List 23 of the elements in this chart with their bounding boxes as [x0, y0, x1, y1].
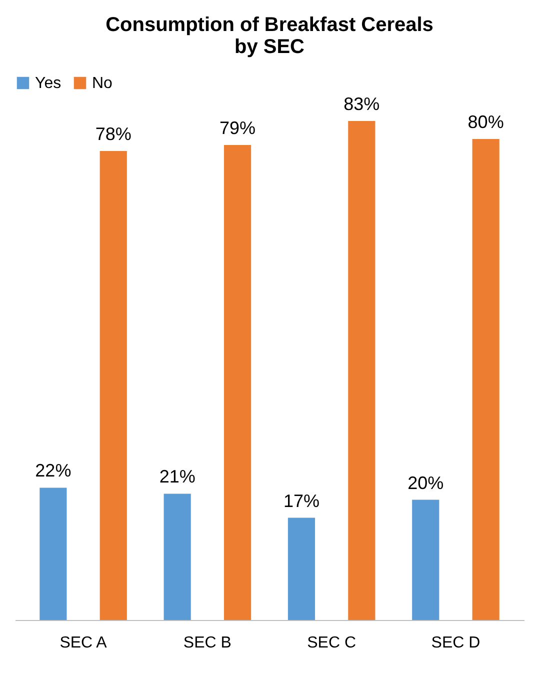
legend-label: No — [92, 75, 113, 92]
x-tick-label: SEC C — [307, 634, 356, 652]
legend-label: Yes — [35, 75, 62, 92]
data-label: 79% — [220, 118, 256, 138]
data-label: 22% — [35, 460, 72, 481]
bar — [100, 151, 127, 620]
bar — [348, 121, 376, 620]
bar — [164, 494, 191, 620]
bar — [224, 145, 252, 620]
x-tick-label: SEC A — [60, 634, 108, 652]
data-label: 80% — [468, 112, 504, 132]
data-label: 17% — [283, 490, 320, 511]
bar — [288, 518, 316, 620]
chart-title: Consumption of Breakfast Cereals by SEC — [106, 14, 434, 58]
data-label: 83% — [344, 94, 380, 114]
x-tick-label: SEC B — [183, 634, 232, 652]
x-tick-label: SEC D — [431, 634, 480, 652]
data-label: 20% — [408, 472, 444, 493]
data-label: 21% — [159, 466, 196, 487]
bar — [472, 139, 500, 620]
bar — [412, 500, 440, 620]
bar — [40, 488, 67, 620]
data-label: 78% — [95, 124, 132, 144]
